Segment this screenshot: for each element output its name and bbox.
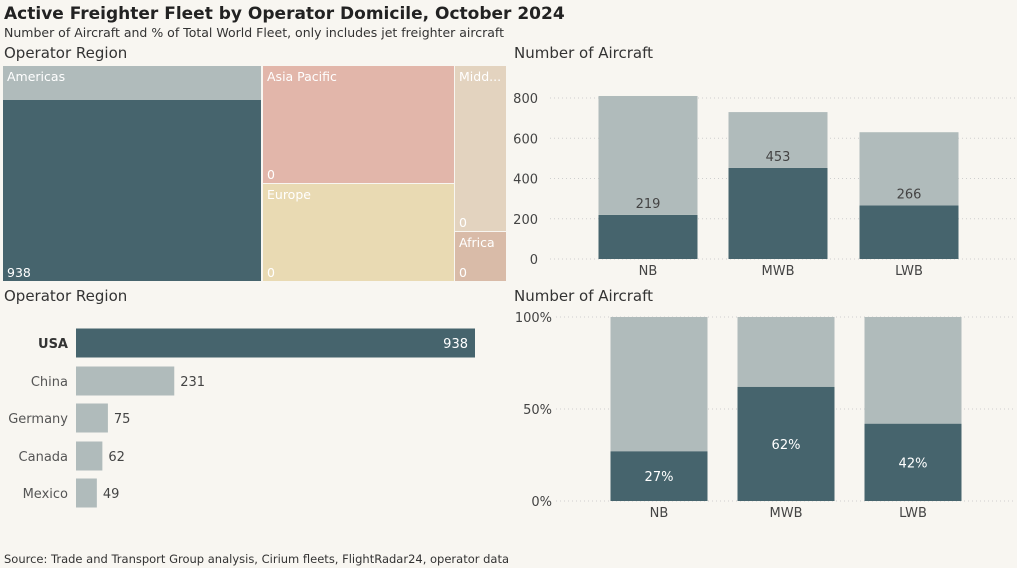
data-label: 231 (180, 375, 205, 390)
treemap-tile-value: 0 (267, 265, 275, 280)
pct-bar-nb[interactable] (610, 451, 708, 501)
pct-bar-lwb[interactable] (864, 423, 962, 501)
hbar-mexico[interactable] (76, 478, 97, 508)
y-tick-label: 200 (513, 213, 538, 228)
x-tick-label: MWB (770, 506, 803, 521)
pct-bar-mwb[interactable] (737, 386, 835, 501)
data-label: 938 (443, 337, 468, 352)
chart-title: Active Freighter Fleet by Operator Domic… (4, 4, 565, 24)
source-note: Source: Trade and Transport Group analys… (4, 552, 510, 566)
hbar-china[interactable] (76, 366, 175, 396)
bar-segment-lwb[interactable] (859, 132, 959, 206)
pct-bar-remainder-mwb[interactable] (737, 317, 835, 387)
data-label: 49 (103, 487, 120, 502)
y-tick-label: 800 (513, 92, 538, 107)
stacked-bar-title: Number of Aircraft (514, 44, 654, 62)
x-tick-label: LWB (899, 506, 927, 521)
bar-segment-nb[interactable] (598, 214, 698, 259)
y-tick-label: 400 (513, 173, 538, 188)
horizontal-bar-title: Operator Region (4, 287, 128, 305)
data-label: 75 (114, 412, 131, 427)
bar-segment-nb[interactable] (598, 95, 698, 215)
treemap-tile-label: Africa (459, 235, 495, 250)
category-label: Mexico (23, 487, 68, 502)
treemap-tile-label: Asia Pacific (267, 69, 337, 84)
pct-bar-remainder-lwb[interactable] (864, 317, 962, 424)
data-label: 62% (772, 438, 801, 453)
data-label: 453 (766, 150, 791, 165)
pct-bar-remainder-nb[interactable] (610, 317, 708, 452)
percent-bar-title: Number of Aircraft (514, 287, 654, 305)
category-label: Germany (8, 412, 68, 427)
treemap-tile-value: 938 (7, 265, 31, 280)
bar-segment-lwb[interactable] (859, 205, 959, 259)
treemap: Americas 938 Asia Pacific 0 Europe 0 Mid… (3, 66, 506, 281)
treemap-tile-label: Europe (267, 187, 311, 202)
treemap-tile-value: 0 (459, 265, 467, 280)
y-tick-label: 0% (531, 495, 552, 510)
chart-subtitle: Number of Aircraft and % of Total World … (4, 25, 505, 40)
data-label: 219 (636, 197, 661, 212)
treemap-tile-asia-pacific[interactable]: Asia Pacific 0 (263, 66, 455, 184)
data-label: 27% (645, 470, 674, 485)
treemap-tile-africa[interactable]: Africa 0 (455, 232, 506, 281)
hbar-usa[interactable] (76, 328, 475, 358)
treemap-tile-americas-header (3, 66, 261, 100)
data-label: 62 (108, 450, 125, 465)
category-label: Canada (19, 450, 68, 465)
x-tick-label: NB (650, 506, 669, 521)
bar-segment-mwb[interactable] (728, 112, 828, 168)
x-tick-label: MWB (762, 264, 795, 279)
y-tick-label: 100% (515, 311, 552, 326)
data-label: 42% (899, 456, 928, 471)
category-label: USA (38, 337, 68, 352)
bar-segment-mwb[interactable] (728, 167, 828, 259)
x-tick-label: NB (639, 264, 658, 279)
hbar-canada[interactable] (76, 441, 103, 471)
treemap-tile-value: 0 (459, 215, 467, 230)
x-tick-label: LWB (895, 264, 923, 279)
data-label: 266 (897, 187, 922, 202)
treemap-tile-americas[interactable]: Americas 938 (3, 66, 262, 281)
treemap-tile-europe[interactable]: Europe 0 (263, 184, 455, 281)
treemap-tile-label: Midd... (459, 69, 502, 84)
hbar-germany[interactable] (76, 403, 108, 433)
y-tick-label: 50% (523, 403, 552, 418)
treemap-tile-label: Americas (7, 69, 66, 84)
treemap-title: Operator Region (4, 44, 128, 62)
treemap-tile-middle-east[interactable]: Midd... 0 (455, 66, 506, 232)
treemap-tile-value: 0 (267, 167, 275, 182)
y-tick-label: 600 (513, 132, 538, 147)
y-tick-label: 0 (530, 253, 538, 268)
category-label: China (31, 375, 68, 390)
